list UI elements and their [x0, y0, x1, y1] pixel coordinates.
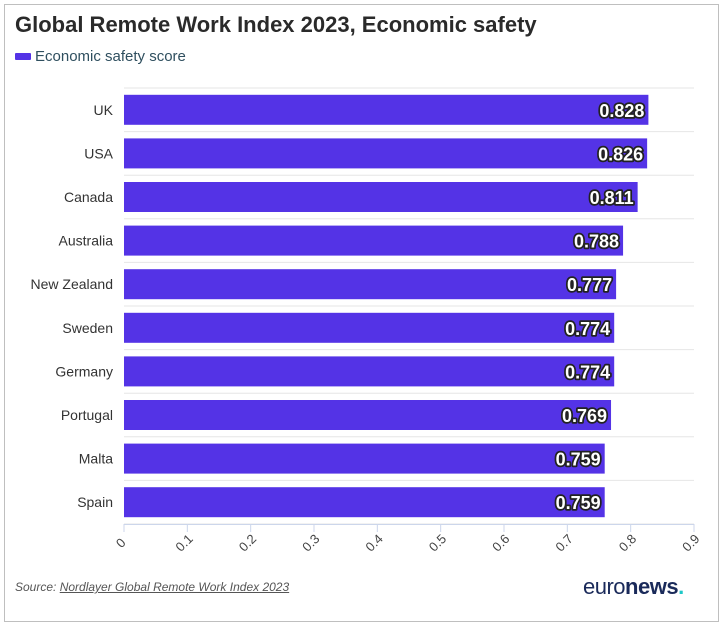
category-label: UK	[94, 102, 114, 118]
legend-label: Economic safety score	[35, 48, 186, 65]
euronews-logo[interactable]: euronews.	[583, 574, 684, 600]
value-label: 0.774	[565, 362, 610, 382]
logo-part-news: news	[625, 574, 679, 599]
value-label: 0.811	[590, 188, 634, 208]
bar	[124, 400, 612, 430]
x-tick-label: 0.7	[552, 531, 575, 554]
category-label: USA	[84, 145, 113, 161]
category-label: Malta	[79, 451, 113, 467]
category-label: Portugal	[61, 407, 113, 423]
value-label: 0.774	[565, 319, 610, 339]
value-label: 0.769	[562, 406, 607, 426]
category-label: Australia	[59, 233, 114, 249]
bar	[124, 269, 617, 300]
chart-title: Global Remote Work Index 2023, Economic …	[15, 12, 537, 37]
source-note: Source: Nordlayer Global Remote Work Ind…	[15, 580, 289, 594]
x-tick-label: 0.1	[172, 531, 195, 554]
bar	[124, 356, 615, 387]
value-label: 0.759	[556, 493, 601, 513]
logo-part-euro: euro	[583, 574, 626, 599]
source-link[interactable]: Nordlayer Global Remote Work Index 2023	[59, 580, 290, 594]
category-label: New Zealand	[31, 276, 114, 292]
source-prefix: Source:	[15, 580, 60, 594]
value-label: 0.759	[556, 450, 601, 470]
bar	[124, 94, 649, 125]
value-label: 0.826	[598, 144, 643, 164]
x-tick-label: 0.5	[426, 531, 449, 554]
category-label: Sweden	[62, 320, 113, 336]
x-tick-label: 0.6	[489, 531, 512, 554]
value-label: 0.828	[599, 101, 644, 121]
legend[interactable]: Economic safety score	[15, 48, 186, 65]
category-label: Spain	[77, 494, 113, 510]
bar	[124, 312, 615, 343]
value-label: 0.777	[567, 275, 612, 295]
x-tick-label: 0	[113, 535, 129, 551]
category-label: Germany	[55, 363, 113, 379]
x-tick-label: 0.4	[362, 531, 385, 554]
bar	[124, 443, 605, 474]
logo-dot: .	[678, 574, 684, 599]
bar	[124, 182, 638, 212]
x-tick-label: 0.8	[616, 531, 639, 554]
value-label: 0.788	[574, 232, 619, 252]
x-tick-label: 0.2	[236, 531, 259, 554]
category-label: Canada	[64, 189, 113, 205]
bar	[124, 138, 648, 169]
x-tick-label: 0.9	[679, 531, 702, 554]
x-tick-label: 0.3	[299, 531, 322, 554]
bar	[124, 487, 605, 518]
bar	[124, 225, 624, 256]
legend-swatch	[15, 53, 31, 60]
